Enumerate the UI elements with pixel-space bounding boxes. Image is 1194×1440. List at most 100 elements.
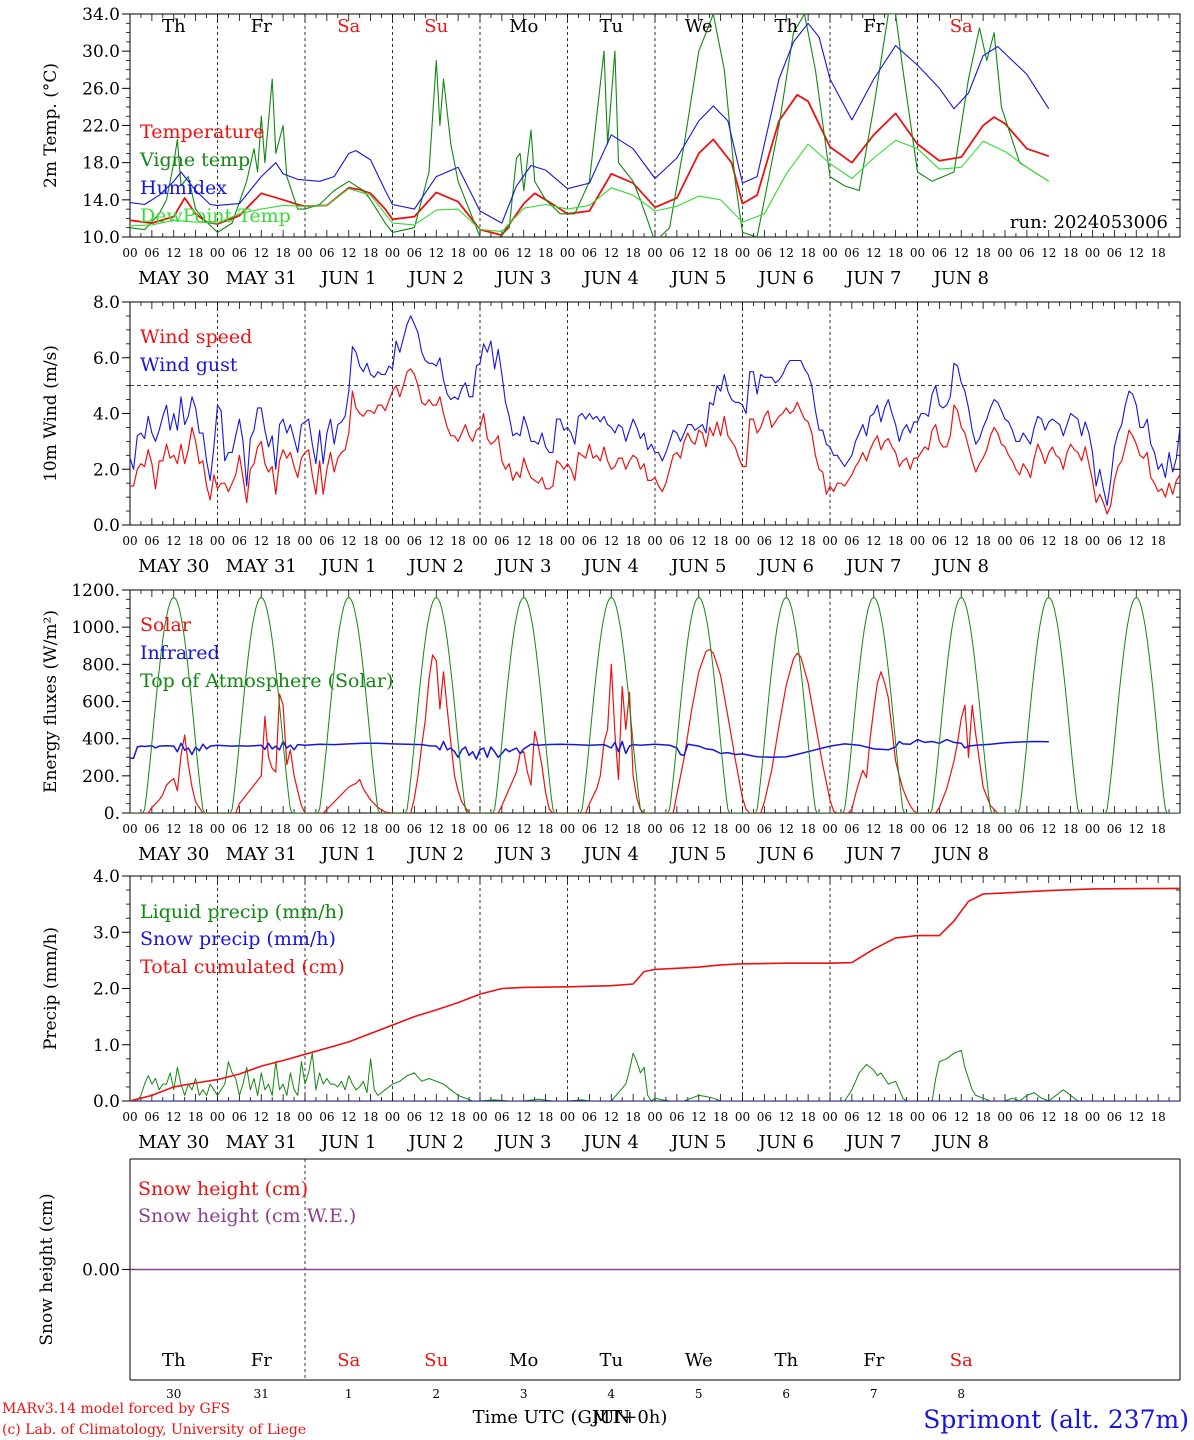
hour-tick-label: 06 bbox=[1107, 1110, 1122, 1124]
day-name: Sa bbox=[337, 16, 360, 37]
hour-tick-label: 18 bbox=[188, 822, 203, 836]
hour-tick-label: 12 bbox=[166, 246, 181, 260]
y-tick-label: 600. bbox=[82, 693, 120, 713]
hour-tick-label: 18 bbox=[363, 1110, 378, 1124]
date-label: JUN 4 bbox=[582, 268, 639, 289]
hour-tick-label: 18 bbox=[1150, 246, 1165, 260]
hour-tick-label: 06 bbox=[319, 1110, 334, 1124]
y-tick-label: 0.0 bbox=[93, 1092, 120, 1112]
hour-tick-label: 00 bbox=[735, 822, 750, 836]
day-name: Fr bbox=[863, 1350, 884, 1371]
hour-tick-label: 06 bbox=[844, 822, 859, 836]
hour-tick-label: 00 bbox=[1085, 246, 1100, 260]
series-line-wind-gust bbox=[130, 315, 1180, 507]
hour-tick-label: 18 bbox=[800, 822, 815, 836]
date-label: MAY 31 bbox=[226, 268, 297, 289]
hour-tick-label: 18 bbox=[800, 246, 815, 260]
hour-tick-label: 06 bbox=[1019, 534, 1034, 548]
panel-wind: 00 06 12 18 00 06 12 18 00 06 12 18 00 06 12 18 00 06 12 18… bbox=[41, 293, 1181, 577]
plot-frame bbox=[129, 589, 1181, 814]
series-line-wind-speed bbox=[130, 368, 1180, 515]
hour-tick-label: 18 bbox=[275, 822, 290, 836]
date-label: MAY 30 bbox=[138, 556, 209, 577]
legend-entry: Solar bbox=[140, 614, 192, 636]
hour-tick-label: 18 bbox=[275, 246, 290, 260]
hour-tick-label: 18 bbox=[188, 246, 203, 260]
hour-tick-label: 12 bbox=[866, 822, 881, 836]
y-tick-label: 0.0 bbox=[93, 516, 120, 536]
hour-tick-label: 06 bbox=[669, 246, 684, 260]
hour-tick-label: 18 bbox=[450, 822, 465, 836]
hour-tick-label: 12 bbox=[341, 246, 356, 260]
hour-tick-label: 12 bbox=[1041, 246, 1056, 260]
hour-tick-label: 00 bbox=[210, 534, 225, 548]
hour-tick-label: 18 bbox=[538, 822, 553, 836]
hour-tick-label: 00 bbox=[560, 822, 575, 836]
date-label: JUN 6 bbox=[757, 1132, 814, 1153]
y-tick-label: 0.00 bbox=[82, 1261, 120, 1281]
hour-tick-label: 18 bbox=[888, 246, 903, 260]
panel-precip: 00 06 12 18 00 06 12 18 00 06 12 18 00 06 12 18 00 06 12 18… bbox=[41, 867, 1181, 1153]
day-number: 6 bbox=[782, 1387, 790, 1401]
date-label: MAY 30 bbox=[138, 1132, 209, 1153]
hour-tick-label: 06 bbox=[669, 822, 684, 836]
hour-tick-label: 12 bbox=[429, 246, 444, 260]
hour-tick-label: 00 bbox=[385, 246, 400, 260]
hour-tick-label: 06 bbox=[757, 246, 772, 260]
hour-tick-label: 18 bbox=[363, 822, 378, 836]
hour-tick-label: 18 bbox=[275, 534, 290, 548]
series-line-dewpoint-temp bbox=[130, 139, 1050, 232]
series-line-humidex bbox=[130, 22, 1050, 224]
hour-tick-label: 06 bbox=[144, 822, 159, 836]
hour-tick-label: 18 bbox=[188, 534, 203, 548]
y-tick-label: 3.0 bbox=[93, 923, 120, 943]
day-number: 8 bbox=[957, 1387, 965, 1401]
hour-tick-label: 00 bbox=[297, 534, 312, 548]
y-tick-label: 4.0 bbox=[93, 405, 120, 425]
hour-tick-label: 06 bbox=[844, 246, 859, 260]
hour-tick-label: 18 bbox=[363, 246, 378, 260]
hour-tick-label: 06 bbox=[319, 822, 334, 836]
day-number: 4 bbox=[607, 1387, 615, 1401]
legend-entry: Liquid precip (mm/h) bbox=[140, 901, 344, 923]
model-credit: MARv3.14 model forced by GFS bbox=[2, 1401, 230, 1417]
hour-tick-label: 12 bbox=[166, 534, 181, 548]
y-axis-title: Precip (mm/h) bbox=[41, 927, 61, 1050]
day-name: Th bbox=[162, 16, 186, 37]
hour-tick-label: 12 bbox=[604, 1110, 619, 1124]
hour-tick-label: 18 bbox=[275, 1110, 290, 1124]
day-name: Fr bbox=[863, 16, 884, 37]
hour-tick-label: 00 bbox=[472, 534, 487, 548]
day-name: Tu bbox=[599, 16, 623, 37]
panel-energy: 00 06 12 18 00 06 12 18 00 06 12 18 00 06 12 18 00 06 12 18… bbox=[41, 581, 1181, 865]
y-tick-label: 400. bbox=[82, 730, 120, 750]
y-tick-label: 10.0 bbox=[82, 228, 120, 248]
legend-entry: Humidex bbox=[140, 177, 227, 199]
date-label: JUN 5 bbox=[669, 268, 726, 289]
day-name: Fr bbox=[251, 1350, 272, 1371]
legend-entry: Temperature bbox=[140, 121, 264, 143]
hour-tick-label: 12 bbox=[691, 1110, 706, 1124]
day-name: Th bbox=[774, 16, 798, 37]
x-axis-title: Time UTC (GMT+0h) bbox=[473, 1407, 668, 1428]
hour-tick-label: 00 bbox=[997, 1110, 1012, 1124]
hour-tick-label: 12 bbox=[341, 534, 356, 548]
hour-tick-label: 00 bbox=[822, 822, 837, 836]
month-label: JUN bbox=[590, 1407, 630, 1428]
date-label: JUN 4 bbox=[582, 844, 639, 865]
hour-tick-label: 18 bbox=[975, 246, 990, 260]
date-label: JUN 1 bbox=[319, 1132, 376, 1153]
hour-tick-label: 18 bbox=[713, 534, 728, 548]
hour-tick-label: 00 bbox=[910, 534, 925, 548]
hour-tick-label: 06 bbox=[1019, 822, 1034, 836]
hour-tick-label: 18 bbox=[800, 1110, 815, 1124]
hour-tick-label: 12 bbox=[1129, 534, 1144, 548]
hour-tick-label: 06 bbox=[932, 534, 947, 548]
hour-tick-label: 00 bbox=[472, 1110, 487, 1124]
hour-tick-label: 18 bbox=[188, 1110, 203, 1124]
day-number: 1 bbox=[345, 1387, 353, 1401]
day-name: Th bbox=[774, 1350, 798, 1371]
hour-tick-label: 06 bbox=[932, 822, 947, 836]
hour-tick-label: 06 bbox=[407, 822, 422, 836]
